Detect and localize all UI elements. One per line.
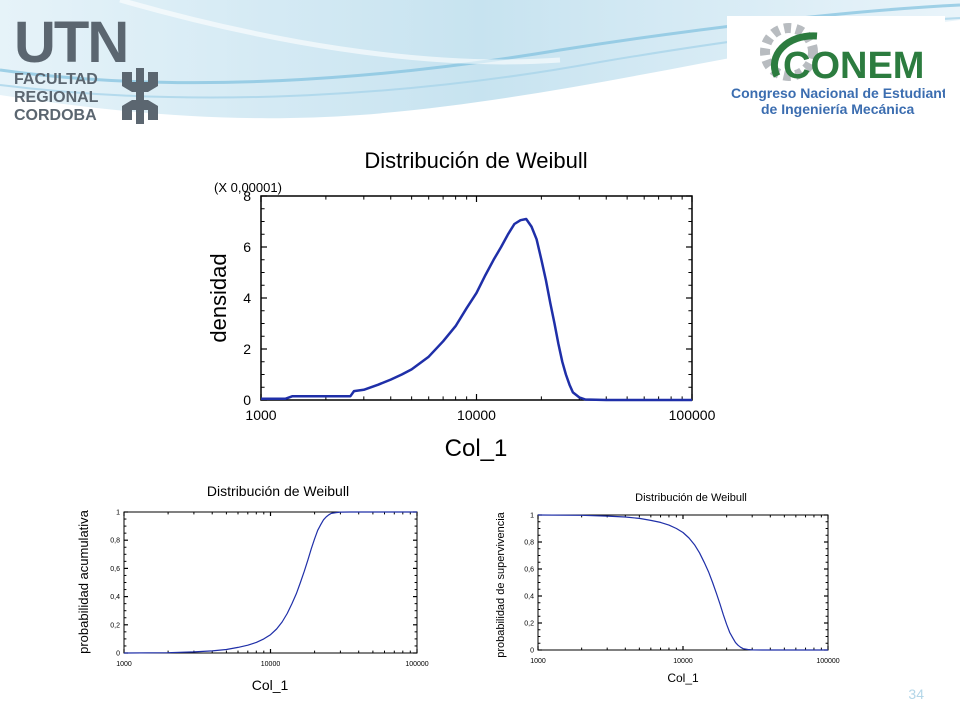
x-tick-label: 10000: [457, 407, 496, 423]
y-tick-label: 0,8: [524, 539, 534, 546]
y-tick-label: 0: [243, 392, 251, 408]
x-tick-label: 100000: [669, 407, 716, 423]
density-chart: 0 2 4 6 8 1000 10000 100000 Distribución de Wei…: [104, 124, 850, 466]
survival-chart-xlabel: Col_1: [667, 671, 699, 685]
y-tick-label: 1: [116, 509, 120, 516]
survival-chart-title: Distribución de Weibull: [635, 492, 747, 504]
survival-chart-ylabel: probabilidad de supervivencia: [495, 511, 507, 657]
x-tick-label: 10000: [261, 661, 281, 668]
utn-logo-line3: CORDOBA: [14, 107, 97, 124]
cumulative-chart-ylabel: probabilidad acumulativa: [76, 509, 91, 654]
chart-0-series-line: [261, 217, 692, 402]
conem-logo-name: CONEM: [783, 45, 924, 87]
conem-logo-line1: Congreso Nacional de Estudiantes: [731, 85, 945, 101]
y-tick-label: 0,6: [110, 566, 120, 573]
utn-logo: UTN FACULTAD REGIONAL CORDOBA: [14, 10, 158, 124]
y-tick-label: 0,4: [110, 594, 120, 601]
y-tick-label: 1: [530, 512, 534, 519]
conem-logo: CONEM Congreso Nacional de Estudiantes d…: [727, 16, 960, 120]
y-tick-label: 0,2: [110, 622, 120, 629]
x-tick-label: 1000: [116, 661, 132, 668]
density-chart-y-multiplier: (X 0,00001): [214, 180, 282, 195]
density-chart-title: Distribución de Weibull: [364, 148, 587, 173]
y-tick-label: 0,2: [524, 620, 534, 627]
y-tick-label: 0: [116, 650, 120, 657]
utn-emblem-icon: [122, 68, 158, 124]
page-number: 34: [908, 686, 924, 702]
utn-logo-line2: REGIONAL: [14, 89, 99, 106]
chart-2-plot-frame: [537, 514, 829, 651]
cumulative-chart-xlabel: Col_1: [252, 677, 289, 693]
density-chart-xlabel: Col_1: [445, 435, 508, 462]
density-chart-ylabel: densidad: [206, 253, 231, 342]
cumulative-probability-chart: 0 0,2 0,4 0,6 0,8 1 1000 10000 100000 Distribuci…: [16, 470, 474, 695]
y-tick-label: 0: [530, 647, 534, 654]
x-tick-label: 100000: [405, 661, 428, 668]
chart-1-series-line: [123, 511, 417, 654]
survival-probability-chart: 0 0,2 0,4 0,6 0,8 1 1000 10000 100000 Distribuci…: [476, 470, 934, 695]
utn-logo-line1: FACULTAD: [14, 71, 98, 88]
chart-2-series-line: [537, 514, 828, 651]
conem-logo-line2: de Ingeniería Mecánica: [761, 101, 914, 117]
chart-0-plot-frame: [260, 195, 693, 401]
gear-icon: [760, 23, 818, 81]
conem-swoosh-icon: [770, 32, 818, 78]
x-tick-label: 1000: [530, 658, 546, 665]
cumulative-chart-title: Distribución de Weibull: [207, 483, 349, 499]
y-tick-label: 6: [243, 239, 251, 255]
y-tick-label: 8: [243, 188, 251, 204]
chart-1-plot-frame: [123, 511, 418, 654]
y-tick-label: 0,8: [110, 538, 120, 545]
y-tick-label: 0,6: [524, 566, 534, 573]
y-tick-label: 4: [243, 290, 251, 306]
x-tick-label: 100000: [816, 658, 839, 665]
y-tick-label: 2: [243, 341, 251, 357]
x-tick-label: 10000: [673, 658, 693, 665]
utn-logo-letters: UTN: [14, 10, 127, 75]
y-tick-label: 0,4: [524, 593, 534, 600]
x-tick-label: 1000: [245, 407, 276, 423]
